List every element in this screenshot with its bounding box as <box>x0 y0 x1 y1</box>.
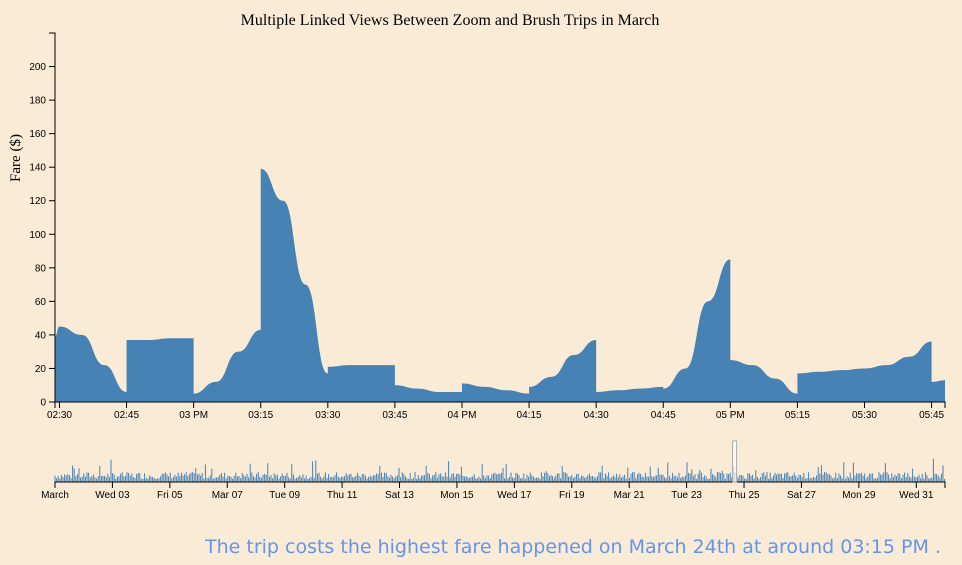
context-x-tick-label: Mon 29 <box>842 490 876 501</box>
context-x-tick: Thu 25 <box>728 482 760 501</box>
context-x-tick: Sat 13 <box>385 482 414 501</box>
x-tick: 03:45 <box>382 402 408 421</box>
context-x-tick-label: Wed 03 <box>95 490 130 501</box>
fare-area <box>55 168 945 402</box>
x-tick-label: 03 PM <box>179 410 208 421</box>
context-x-tick-label: Fri 05 <box>157 490 183 501</box>
context-x-tick-label: Mon 15 <box>440 490 474 501</box>
y-tick: 60 <box>35 297 55 308</box>
y-tick: 40 <box>35 330 55 341</box>
context-x-tick: Tue 09 <box>269 482 300 501</box>
y-tick: 0 <box>40 398 55 409</box>
context-x-tick: Wed 31 <box>899 482 934 501</box>
x-tick-label: 05 PM <box>716 410 745 421</box>
y-tick-label: 140 <box>29 163 46 174</box>
y-tick: 120 <box>29 196 55 207</box>
context-x-tick-label: Wed 17 <box>497 490 532 501</box>
y-tick: 160 <box>29 129 55 140</box>
context-area <box>54 458 946 482</box>
context-x-axis: March Wed 03 Fri 05 Mar 07 Tue 09 Thu 11 Sat 1… <box>41 481 946 501</box>
x-tick: 03:30 <box>315 402 341 421</box>
x-tick-label: 04:30 <box>584 410 609 421</box>
highest-fare-caption: The trip costs the highest fare happened… <box>205 536 941 558</box>
y-tick-label: 80 <box>35 263 47 274</box>
context-chart[interactable]: March Wed 03 Fri 05 Mar 07 Tue 09 Thu 11 Sat 1… <box>41 440 946 501</box>
context-x-tick-label: March <box>41 490 69 501</box>
context-x-tick: Wed 03 <box>95 482 130 501</box>
x-tick: 02:30 <box>47 402 72 421</box>
context-x-tick: Tue 23 <box>671 482 702 501</box>
x-tick-label: 03:15 <box>248 410 273 421</box>
y-axis-label: Fare ($) <box>8 134 24 182</box>
y-axis: 0 20 40 60 80 100 120 140 160 180 200 <box>29 32 56 409</box>
y-tick: 100 <box>29 230 55 241</box>
y-tick-label: 180 <box>29 96 46 107</box>
context-x-tick: Thu 11 <box>327 482 358 501</box>
context-x-tick: Mar 07 <box>212 482 244 501</box>
x-tick: 04:15 <box>517 402 542 421</box>
x-tick: 03 PM <box>179 402 208 421</box>
y-tick-label: 100 <box>29 230 46 241</box>
x-tick: 05:15 <box>785 402 810 421</box>
y-tick: 20 <box>35 364 55 375</box>
context-x-tick: Fri 19 <box>559 482 585 501</box>
context-x-tick-label: Fri 19 <box>559 490 585 501</box>
x-tick-label: 02:30 <box>47 410 72 421</box>
y-tick-label: 200 <box>29 62 46 73</box>
y-tick-label: 60 <box>35 297 47 308</box>
x-tick: 04:45 <box>651 402 676 421</box>
y-tick-label: 0 <box>40 398 46 409</box>
x-tick: 03:15 <box>248 402 274 421</box>
context-x-tick: Mon 29 <box>842 482 876 501</box>
x-tick: 05:30 <box>852 402 877 421</box>
context-x-tick-label: Tue 09 <box>269 490 300 501</box>
context-x-tick-label: Thu 11 <box>327 490 358 501</box>
context-x-tick-label: Mar 07 <box>212 490 244 501</box>
y-tick-label: 160 <box>29 129 46 140</box>
brush-selection[interactable] <box>732 440 738 483</box>
x-tick: 05:45 <box>919 402 945 421</box>
context-x-tick-label: Mar 21 <box>614 490 646 501</box>
y-tick-label: 40 <box>35 330 47 341</box>
chart-title: Multiple Linked Views Between Zoom and B… <box>241 12 660 29</box>
x-tick-label: 02:45 <box>114 410 139 421</box>
context-x-tick-label: Tue 23 <box>671 490 702 501</box>
context-x-tick: Mar 21 <box>614 482 646 501</box>
x-tick: 05 PM <box>716 402 745 421</box>
x-tick-label: 04:15 <box>517 410 542 421</box>
context-x-tick: March <box>41 482 69 501</box>
x-tick-label: 03:45 <box>382 410 407 421</box>
context-x-tick: Fri 05 <box>157 482 183 501</box>
context-x-tick-label: Thu 25 <box>728 490 760 501</box>
chart: Multiple Linked Views Between Zoom and B… <box>8 12 946 501</box>
x-tick-label: 03:30 <box>315 410 340 421</box>
y-tick: 180 <box>29 96 55 107</box>
x-tick-label: 05:30 <box>852 410 877 421</box>
x-tick: 04 PM <box>448 402 477 421</box>
x-tick: 04:30 <box>584 402 609 421</box>
context-x-tick: Wed 17 <box>497 482 532 501</box>
x-tick: 02:45 <box>114 402 140 421</box>
focus-chart[interactable]: 0 20 40 60 80 100 120 140 160 180 200 02:30 02:45 03… <box>29 32 946 421</box>
x-tick-label: 05:45 <box>919 410 944 421</box>
x-tick-label: 05:15 <box>785 410 810 421</box>
x-tick-label: 04:45 <box>651 410 676 421</box>
x-axis: 02:30 02:45 03 PM 03:15 03:30 03:45 04 PM 04:15… <box>47 401 946 421</box>
y-tick: 80 <box>35 263 55 274</box>
y-tick: 200 <box>29 62 55 73</box>
x-tick-label: 04 PM <box>448 410 477 421</box>
context-x-tick: Mon 15 <box>440 482 474 501</box>
y-tick-label: 20 <box>35 364 47 375</box>
context-x-tick-label: Sat 13 <box>385 490 414 501</box>
context-x-tick: Sat 27 <box>787 482 816 501</box>
context-x-tick-label: Sat 27 <box>787 490 816 501</box>
context-x-tick-label: Wed 31 <box>899 490 934 501</box>
y-tick: 140 <box>29 163 55 174</box>
y-tick-label: 120 <box>29 196 46 207</box>
